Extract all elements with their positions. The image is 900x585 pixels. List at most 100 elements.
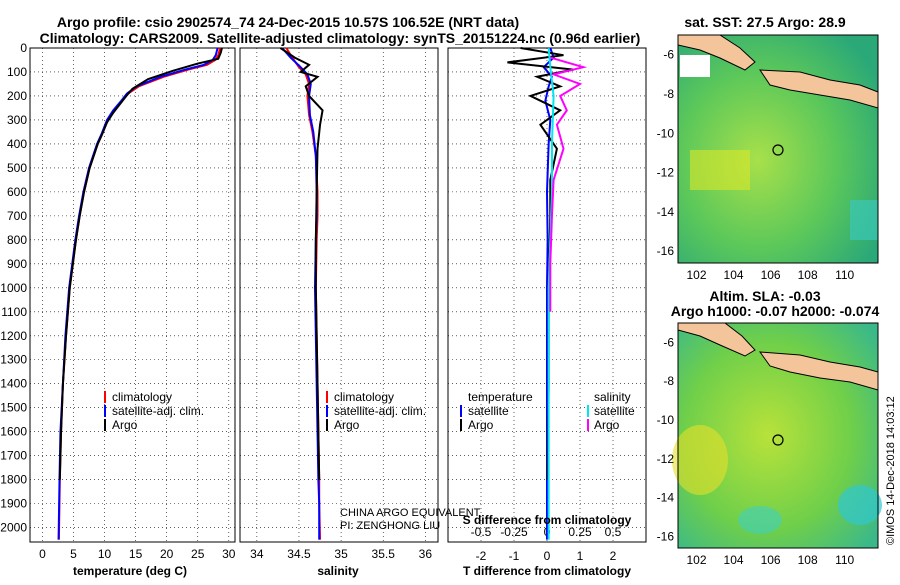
sla-map-title-1: Altim. SLA: -0.03 <box>709 288 820 304</box>
legend-temperature-heading: temperature <box>468 390 533 404</box>
y-tick-label: 1100 <box>1 305 27 319</box>
salinity-legend-argo: Argo <box>334 418 360 432</box>
title-line-2: Climatology: CARS2009. Satellite-adjuste… <box>40 30 641 46</box>
y-tick-label: 100 <box>7 65 27 79</box>
salinity-legend: climatology satellite-adj. clim. Argo <box>326 390 426 432</box>
map-lon-tick: 102 <box>687 553 707 567</box>
map-lat-tick: -8 <box>663 87 674 101</box>
sla-map-frame <box>677 322 879 549</box>
y-tick-label: 1700 <box>0 449 27 463</box>
temperature-plot-frame <box>29 47 236 543</box>
map-lon-tick: 110 <box>835 553 854 567</box>
y-tick-label: 900 <box>7 257 27 271</box>
sst-map-frame <box>677 34 879 264</box>
sst-map-argo-location <box>772 144 784 156</box>
x-tick-label: -2 <box>476 549 487 563</box>
map-lat-tick: -14 <box>657 491 675 505</box>
map-lat-tick: -14 <box>657 205 675 219</box>
map-lon-tick: 108 <box>798 268 818 282</box>
y-tick-label: 600 <box>7 185 27 199</box>
y-tick-label: 1500 <box>0 401 27 415</box>
y-tick-label: 1800 <box>0 473 27 487</box>
salinity-legend-satellite: satellite-adj. clim. <box>334 404 426 418</box>
x-tick-label: 35.5 <box>372 547 396 561</box>
y-tick-label: 1300 <box>0 353 27 367</box>
series-line-climatology <box>57 47 222 540</box>
x-tick-label: 20 <box>160 547 174 561</box>
map-lon-tick: 102 <box>687 268 707 282</box>
note-line-2: PI: ZENGHONG LIU <box>340 520 440 532</box>
x-tick-label: 0 <box>544 549 551 563</box>
s-tick-label: -0.25 <box>500 525 528 539</box>
s-tick-label: 0.25 <box>568 525 592 539</box>
x-tick-label: 30 <box>222 547 236 561</box>
sst-map-panel: sat. SST: 27.5 Argo: 28.9 102 104 106 108 11… <box>657 14 879 282</box>
difference-s-axis-label: S difference from climatology <box>463 513 632 527</box>
copyright-stamp: ©IMOS 14-Dec-2018 14:03:12 <box>885 396 897 545</box>
map-lat-tick: -8 <box>663 374 674 388</box>
sla-map-land-sumatra <box>677 322 756 357</box>
difference-x-axis-label: T difference from climatology <box>463 564 631 578</box>
sla-map-argo-location <box>772 434 784 446</box>
x-tick-label: 2 <box>610 549 617 563</box>
series-line-argo <box>279 47 324 480</box>
temperature-panel: 0100200300400500600700800900100011001200… <box>0 41 235 578</box>
y-tick-label: 1000 <box>0 281 27 295</box>
x-tick-label: -1 <box>509 549 520 563</box>
series-line-argo <box>549 56 588 312</box>
x-tick-label: 35 <box>334 547 348 561</box>
sst-map-title: sat. SST: 27.5 Argo: 28.9 <box>684 14 846 30</box>
x-tick-label: 0 <box>39 547 46 561</box>
series-line-satellite-adj-clim- <box>281 47 321 540</box>
y-tick-label: 2000 <box>0 521 27 535</box>
y-tick-label: 500 <box>7 161 27 175</box>
map-lon-tick: 104 <box>724 553 744 567</box>
x-tick-label: 1 <box>577 549 584 563</box>
legend-salinity-satellite: satellite <box>594 404 635 418</box>
temperature-legend-climatology: climatology <box>112 390 172 404</box>
y-tick-label: 700 <box>7 209 27 223</box>
map-lat-tick: -12 <box>657 452 675 466</box>
map-lat-tick: -16 <box>657 529 675 543</box>
s-tick-label: 0.5 <box>605 525 622 539</box>
temperature-legend-argo: Argo <box>112 418 138 432</box>
sla-map-anomaly-cyan-2 <box>738 506 782 534</box>
salinity-legend-climatology: climatology <box>334 390 394 404</box>
sst-map-land-sumatra <box>677 34 756 71</box>
y-tick-label: 1900 <box>0 497 27 511</box>
salinity-plot-frame <box>239 47 439 543</box>
x-tick-label: 34.5 <box>287 547 311 561</box>
map-lon-tick: 106 <box>761 553 781 567</box>
s-tick-label: -0.5 <box>471 525 492 539</box>
salinity-panel: 34 34.5 35 35.5 36 salinity climatology sate… <box>239 47 481 578</box>
temperature-legend-satellite: satellite-adj. clim. <box>112 404 204 418</box>
salinity-x-axis-label: salinity <box>317 564 359 578</box>
y-tick-label: 1200 <box>0 329 27 343</box>
map-lon-tick: 108 <box>798 553 818 567</box>
temperature-legend: climatology satellite-adj. clim. Argo <box>104 390 204 432</box>
x-tick-label: 15 <box>129 547 143 561</box>
sst-map-patch-yellow <box>690 150 750 190</box>
map-lon-tick: 110 <box>835 268 854 282</box>
map-lat-tick: -6 <box>663 335 674 349</box>
y-tick-label: 400 <box>7 137 27 151</box>
x-tick-label: 36 <box>419 547 433 561</box>
series-line-satellite <box>547 47 555 540</box>
x-tick-label: 10 <box>98 547 112 561</box>
y-tick-label: 0 <box>20 41 27 55</box>
y-tick-label: 800 <box>7 233 27 247</box>
difference-legend-salinity: salinity satellite Argo <box>587 390 635 432</box>
y-tick-label: 1400 <box>0 377 27 391</box>
map-lat-tick: -10 <box>657 126 675 140</box>
map-lon-tick: 104 <box>724 268 744 282</box>
series-line-satellite-adj-clim- <box>57 47 219 540</box>
note-line-1: CHINA ARGO EQUIVALENT <box>340 507 481 519</box>
legend-temperature-argo: Argo <box>468 418 494 432</box>
sla-map-panel: Altim. SLA: -0.03 Argo h1000: -0.07 h200… <box>657 288 882 567</box>
map-lat-tick: -6 <box>663 48 674 62</box>
x-tick-label: 34 <box>250 547 264 561</box>
sst-map-missing-data <box>680 55 710 77</box>
legend-salinity-argo: Argo <box>594 418 620 432</box>
map-lon-tick: 106 <box>761 268 781 282</box>
